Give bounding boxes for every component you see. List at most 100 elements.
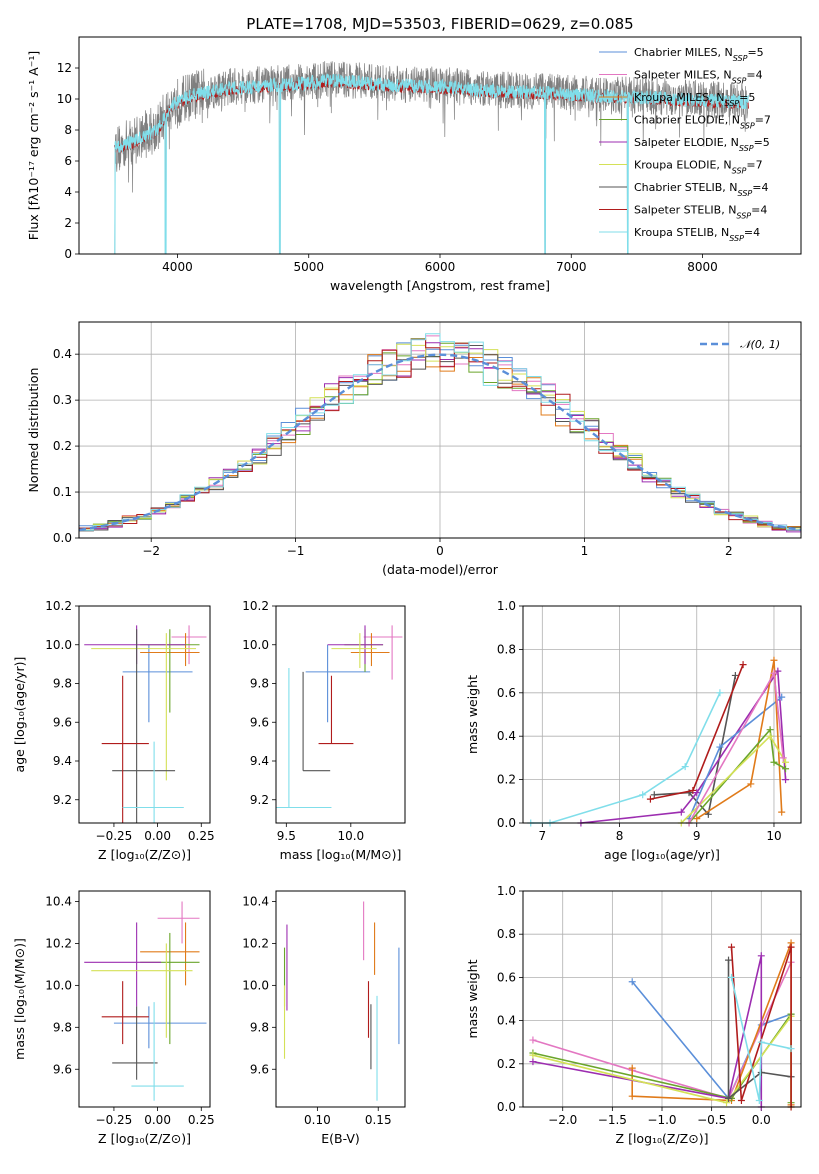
y-tick-label: 10.0: [45, 638, 72, 652]
x-tick-label: −1.0: [647, 1113, 676, 1127]
y-tick-label: 10.4: [45, 894, 72, 908]
y-tick-label: 9.6: [250, 715, 269, 729]
x-tick-label: −0.5: [697, 1113, 726, 1127]
y-tick-label: 0.2: [53, 439, 72, 453]
age-vs-mass-panel: 9.5 10.0 9.2 9.4 9.6 9.8 10.0 10.2 mass [log₁₀(M…: [242, 599, 406, 862]
y-tick-label: 0.0: [497, 816, 516, 830]
plus-marker: [757, 1038, 765, 1046]
legend-label: Kroupa STELIB, NSSP=4: [634, 226, 760, 243]
y-tick-label: 12: [57, 61, 72, 75]
y-tick-label: 1.0: [497, 884, 516, 898]
x-tick-label: 1: [581, 544, 589, 558]
plus-marker: [774, 667, 782, 675]
y-tick-label: 0.2: [497, 773, 516, 787]
plus-marker: [737, 1097, 745, 1105]
plus-marker: [766, 732, 774, 740]
y-axis-label: Flux [fλ10⁻¹⁷ erg cm⁻² s⁻¹ A⁻¹]: [26, 51, 41, 240]
y-axis-label: age [log₁₀(age/yr)]: [12, 657, 27, 773]
y-tick-label: 10.0: [242, 978, 269, 992]
axes-frame: [522, 605, 802, 824]
plus-marker: [766, 726, 774, 734]
x-tick-label: −1: [287, 544, 305, 558]
x-tick-label: 10.0: [337, 829, 364, 843]
normal-distribution-curve: [79, 353, 801, 532]
plus-marker: [787, 1045, 795, 1053]
y-tick-label: 9.6: [250, 1062, 269, 1076]
plus-marker: [693, 815, 701, 823]
plus-marker: [689, 786, 697, 794]
y-tick-label: 10.0: [45, 978, 72, 992]
y-tick-label: 0.4: [497, 1014, 516, 1028]
x-tick-label: 2: [725, 544, 733, 558]
error-bar-area: [283, 901, 400, 1101]
plus-marker: [693, 789, 701, 797]
y-tick-label: 10.2: [45, 936, 72, 950]
mass-weight-line: [730, 946, 792, 1107]
y-tick-label: 9.8: [53, 677, 72, 691]
axes-frame: [78, 36, 802, 255]
y-axis-label: mass weight: [465, 675, 480, 754]
axes-frame: [275, 890, 406, 1108]
x-axis-label: E(B-V): [321, 1131, 360, 1146]
x-axis-label: Z [log₁₀(Z/Z⊙)]: [98, 847, 191, 862]
legend-label: Salpeter MILES, NSSP=4: [634, 69, 763, 86]
y-tick-label: 6: [64, 154, 72, 168]
axes-frame: [275, 605, 406, 824]
y-tick-label: 10.2: [242, 936, 269, 950]
x-tick-label: 4000: [162, 260, 193, 274]
y-tick-label: 10.2: [45, 599, 72, 613]
plus-marker: [787, 943, 795, 951]
plus-marker: [728, 973, 735, 981]
x-tick-label: 6000: [425, 260, 456, 274]
plus-marker: [529, 1051, 537, 1059]
x-tick-label: 10: [766, 829, 781, 843]
x-tick-label: 8: [616, 829, 624, 843]
x-tick-label: 0.0: [752, 1113, 771, 1127]
plus-marker: [650, 791, 658, 799]
legend-label: Kroupa ELODIE, NSSP=7: [634, 159, 763, 176]
plus-marker: [677, 808, 685, 816]
legend-label: Chabrier MILES, NSSP=5: [634, 46, 764, 63]
x-tick-label: 0: [436, 544, 444, 558]
axes-frame: [78, 321, 802, 539]
y-tick-label: 0.0: [497, 1100, 516, 1114]
y-tick-label: 0: [64, 247, 72, 261]
x-axis-label: mass [log₁₀(M/M⊙)]: [280, 847, 402, 862]
y-tick-label: 2: [64, 216, 72, 230]
spectrum-panel: 4000 5000 6000 7000 8000 0 2 4 6 8 10 12 wavelength …: [26, 36, 802, 293]
x-tick-label: 9.5: [277, 829, 296, 843]
mass-weight-vs-age-panel: 7 8 9 10 0.0 0.2 0.4 0.6 0.8 1.0 age [log₁₀(age/yr…: [465, 599, 802, 862]
plus-marker: [716, 689, 724, 697]
error-bar-area: [84, 901, 207, 1101]
x-axis-label: Z [log₁₀(Z/Z⊙)]: [616, 1131, 709, 1146]
mass-weight-line: [532, 955, 763, 1107]
mass-weight-line: [730, 977, 792, 1101]
y-tick-label: 0.2: [497, 1057, 516, 1071]
x-tick-label: 7000: [556, 260, 587, 274]
plus-marker: [731, 671, 739, 679]
y-axis-label: mass weight: [465, 959, 480, 1038]
x-axis-label: Z [log₁₀(Z/Z⊙)]: [98, 1131, 191, 1146]
y-axis-label: Normed distribution: [26, 368, 41, 493]
x-tick-label: 9: [693, 829, 701, 843]
plus-marker: [628, 1064, 636, 1072]
y-tick-label: 9.2: [53, 793, 72, 807]
y-tick-label: 0.3: [53, 393, 72, 407]
legend-label: Chabrier STELIB, NSSP=4: [634, 181, 768, 198]
error-bar-area: [84, 625, 207, 823]
y-tick-label: 9.4: [53, 754, 72, 768]
y-tick-label: 4: [64, 185, 72, 199]
plus-marker: [646, 795, 654, 803]
y-tick-label: 9.4: [250, 754, 269, 768]
y-tick-label: 9.8: [250, 1020, 269, 1034]
y-tick-label: 10.4: [242, 894, 269, 908]
mass-vs-ebv-panel: 0.10 0.15 9.6 9.8 10.0 10.2 10.4 E(B-V): [242, 890, 406, 1146]
y-tick-label: 0.6: [497, 970, 516, 984]
x-axis-label: age [log₁₀(age/yr)]: [604, 847, 720, 862]
mass-weight-line: [532, 961, 792, 1100]
legend-label: Salpeter ELODIE, NSSP=5: [634, 136, 770, 153]
x-tick-label: 0.10: [304, 1113, 331, 1127]
plus-marker: [779, 754, 787, 762]
legend-label: 𝒩(0, 1): [740, 338, 780, 351]
